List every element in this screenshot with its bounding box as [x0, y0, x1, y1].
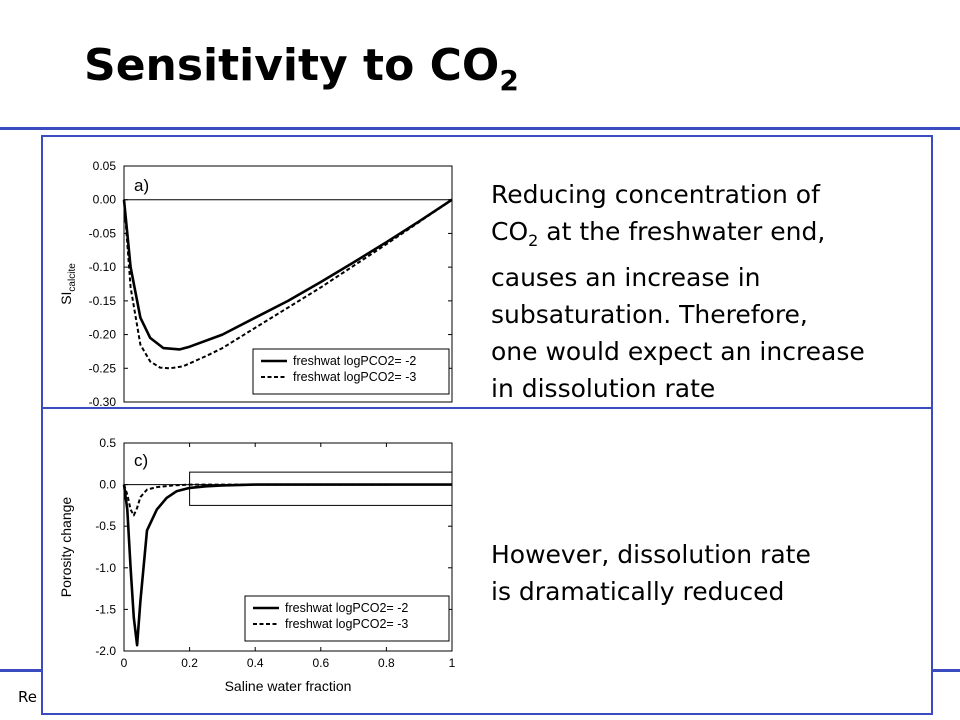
panel-c: 0.5 0.0 -0.5 -1.0 -1.5 -2.0 0 0.2 0.4 0.6 0.8 1 c) fr…: [41, 407, 933, 715]
series-line-2: [123, 483, 387, 517]
panel-a-description: Reducing concentration of CO2 at the fre…: [491, 176, 865, 407]
panel-c-line-2: is dramatically reduced: [491, 577, 785, 606]
y-tick-label: -2.0: [95, 644, 116, 658]
panel-a-line-2-rest: at the freshwater end,: [538, 217, 826, 246]
panel-a-line-5: one would expect an increase: [491, 337, 865, 366]
zoom-inset-box: [189, 471, 453, 506]
panel-a-line-1: Reducing concentration of: [491, 180, 820, 209]
y-axis-title: SIcalcite: [58, 263, 78, 305]
y-tick-label: -0.30: [89, 395, 117, 409]
chart-c: 0.5 0.0 -0.5 -1.0 -1.5 -2.0 0 0.2 0.4 0.6 0.8 1 c) fr…: [58, 436, 456, 694]
x-tick-label: 1: [449, 656, 456, 670]
co2-text: CO: [491, 217, 529, 246]
y-tick-label: -0.15: [89, 294, 117, 308]
y-axis-title: Porosity change: [58, 497, 74, 598]
plot-frame: [123, 165, 453, 403]
y-tick-label: -1.0: [95, 561, 116, 575]
series-line-1: [122, 198, 453, 351]
panel-a-line-3: causes an increase in: [491, 263, 761, 292]
legend-box: [252, 348, 450, 395]
slide-title-subscript: 2: [499, 64, 519, 97]
panel-label: c): [134, 451, 148, 470]
y-tick-label: 0.5: [99, 436, 116, 450]
panel-a-line-6: in dissolution rate: [491, 374, 716, 403]
x-tick-label: 0.8: [378, 656, 395, 670]
y-tick-label: 0.0: [99, 478, 116, 492]
panel-a-line-4: subsaturation. Therefore,: [491, 300, 808, 329]
x-tick-label: 0.6: [312, 656, 329, 670]
y-tick-label: 0.00: [93, 193, 117, 207]
legend-entry-2: freshwat logPCO2= -3: [293, 370, 416, 384]
y-tick-label: -0.05: [89, 226, 117, 240]
plot-frame: [123, 442, 453, 652]
legend-box: [244, 595, 450, 642]
series-line-1: [122, 483, 452, 647]
slide-title-main: Sensitivity to CO: [84, 40, 500, 91]
co2-subscript: 2: [528, 231, 539, 250]
x-tick-label: 0.4: [247, 656, 264, 670]
y-tick-label: 0.05: [93, 159, 117, 173]
legend-entry-2: freshwat logPCO2= -3: [285, 617, 408, 631]
footer-text: Re: [18, 688, 37, 706]
title-divider: [0, 127, 960, 130]
x-tick-label: 0.2: [181, 656, 198, 670]
legend-entry-1: freshwat logPCO2= -2: [285, 601, 408, 615]
panel-label: a): [134, 176, 149, 195]
x-axis-title: Saline water fraction: [225, 678, 352, 694]
y-tick-label: -1.5: [95, 602, 116, 616]
y-tick-label: -0.5: [95, 519, 116, 533]
x-tick-label: 0: [121, 656, 128, 670]
y-tick-label: -0.10: [89, 260, 117, 274]
chart-a: 0.05 0.00 -0.05 -0.10 -0.15 -0.20 -0.25 -0.30 a)…: [58, 159, 453, 409]
panel-c-line-1: However, dissolution rate: [491, 540, 811, 569]
series-line-2: [123, 198, 453, 370]
slide-title: Sensitivity to CO2: [84, 40, 519, 95]
y-tick-label: -0.25: [89, 361, 117, 375]
y-tick-label: -0.20: [89, 328, 117, 342]
panel-a: 0.05 0.00 -0.05 -0.10 -0.15 -0.20 -0.25 -0.30 a)…: [41, 135, 933, 411]
legend-entry-1: freshwat logPCO2= -2: [293, 354, 416, 368]
panel-c-description: However, dissolution rate is dramaticall…: [491, 536, 811, 610]
panel-a-line-2: CO2 at the freshwater end,: [491, 213, 865, 259]
